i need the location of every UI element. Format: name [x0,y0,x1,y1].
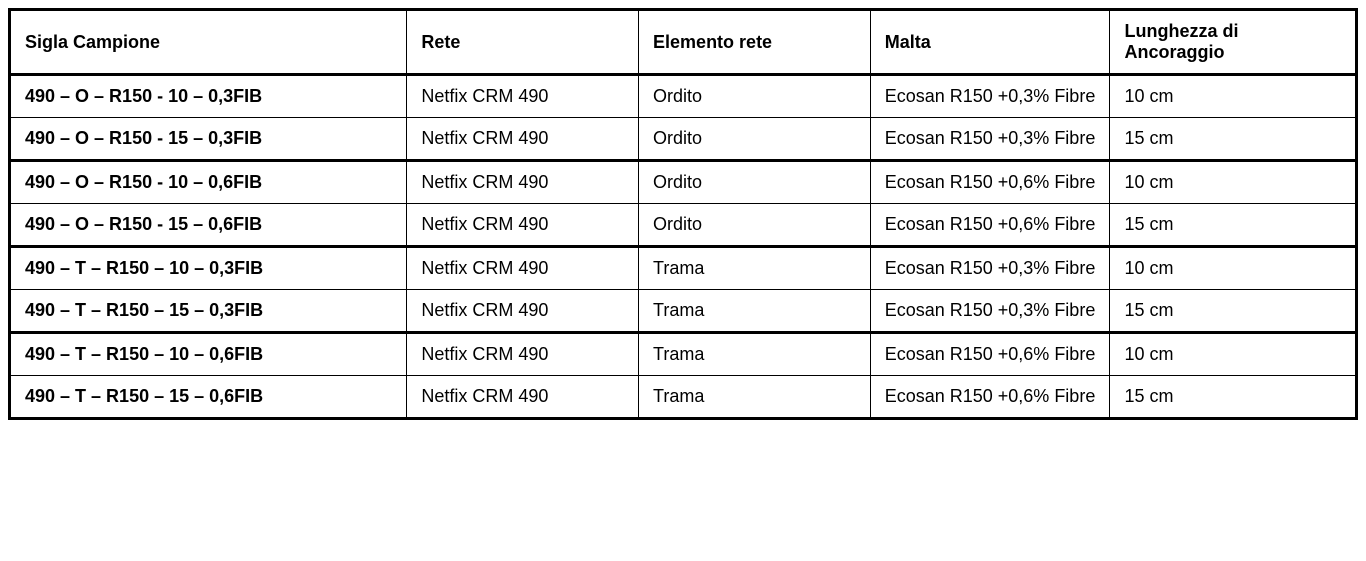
cell-malta: Ecosan R150 +0,6% Fibre [870,376,1110,419]
cell-elemento: Ordito [639,118,871,161]
cell-lunghezza: 15 cm [1110,290,1357,333]
table-row: 490 – T – R150 – 10 – 0,6FIBNetfix CRM 4… [10,333,1357,376]
cell-elemento: Ordito [639,204,871,247]
cell-lunghezza: 15 cm [1110,376,1357,419]
col-header-malta: Malta [870,10,1110,75]
table-row: 490 – O – R150 - 10 – 0,3FIBNetfix CRM 4… [10,75,1357,118]
cell-lunghezza: 15 cm [1110,204,1357,247]
cell-sigla: 490 – T – R150 – 10 – 0,3FIB [10,247,407,290]
col-header-lunghezza: Lunghezza di Ancoraggio [1110,10,1357,75]
cell-sigla: 490 – T – R150 – 15 – 0,6FIB [10,376,407,419]
cell-rete: Netfix CRM 490 [407,247,639,290]
cell-rete: Netfix CRM 490 [407,290,639,333]
table-row: 490 – O – R150 - 15 – 0,3FIBNetfix CRM 4… [10,118,1357,161]
cell-rete: Netfix CRM 490 [407,204,639,247]
cell-elemento: Trama [639,376,871,419]
cell-malta: Ecosan R150 +0,3% Fibre [870,118,1110,161]
cell-rete: Netfix CRM 490 [407,75,639,118]
table-body: 490 – O – R150 - 10 – 0,3FIBNetfix CRM 4… [10,75,1357,419]
cell-sigla: 490 – O – R150 - 15 – 0,3FIB [10,118,407,161]
col-header-rete: Rete [407,10,639,75]
cell-lunghezza: 15 cm [1110,118,1357,161]
cell-elemento: Ordito [639,75,871,118]
cell-elemento: Trama [639,333,871,376]
cell-malta: Ecosan R150 +0,3% Fibre [870,247,1110,290]
cell-malta: Ecosan R150 +0,3% Fibre [870,290,1110,333]
cell-sigla: 490 – T – R150 – 15 – 0,3FIB [10,290,407,333]
cell-lunghezza: 10 cm [1110,161,1357,204]
cell-rete: Netfix CRM 490 [407,376,639,419]
cell-elemento: Ordito [639,161,871,204]
table-row: 490 – O – R150 - 10 – 0,6FIBNetfix CRM 4… [10,161,1357,204]
cell-malta: Ecosan R150 +0,6% Fibre [870,333,1110,376]
cell-lunghezza: 10 cm [1110,333,1357,376]
cell-malta: Ecosan R150 +0,6% Fibre [870,204,1110,247]
cell-elemento: Trama [639,247,871,290]
cell-elemento: Trama [639,290,871,333]
cell-sigla: 490 – O – R150 - 10 – 0,3FIB [10,75,407,118]
cell-lunghezza: 10 cm [1110,247,1357,290]
table-row: 490 – T – R150 – 15 – 0,6FIBNetfix CRM 4… [10,376,1357,419]
cell-rete: Netfix CRM 490 [407,161,639,204]
table-row: 490 – T – R150 – 10 – 0,3FIBNetfix CRM 4… [10,247,1357,290]
cell-malta: Ecosan R150 +0,3% Fibre [870,75,1110,118]
cell-lunghezza: 10 cm [1110,75,1357,118]
col-header-elemento: Elemento rete [639,10,871,75]
table-row: 490 – O – R150 - 15 – 0,6FIBNetfix CRM 4… [10,204,1357,247]
table-row: 490 – T – R150 – 15 – 0,3FIBNetfix CRM 4… [10,290,1357,333]
col-header-sigla: Sigla Campione [10,10,407,75]
cell-sigla: 490 – T – R150 – 10 – 0,6FIB [10,333,407,376]
cell-rete: Netfix CRM 490 [407,118,639,161]
cell-rete: Netfix CRM 490 [407,333,639,376]
cell-malta: Ecosan R150 +0,6% Fibre [870,161,1110,204]
cell-sigla: 490 – O – R150 - 15 – 0,6FIB [10,204,407,247]
samples-table: Sigla Campione Rete Elemento rete Malta … [8,8,1358,420]
table-header-row: Sigla Campione Rete Elemento rete Malta … [10,10,1357,75]
cell-sigla: 490 – O – R150 - 10 – 0,6FIB [10,161,407,204]
